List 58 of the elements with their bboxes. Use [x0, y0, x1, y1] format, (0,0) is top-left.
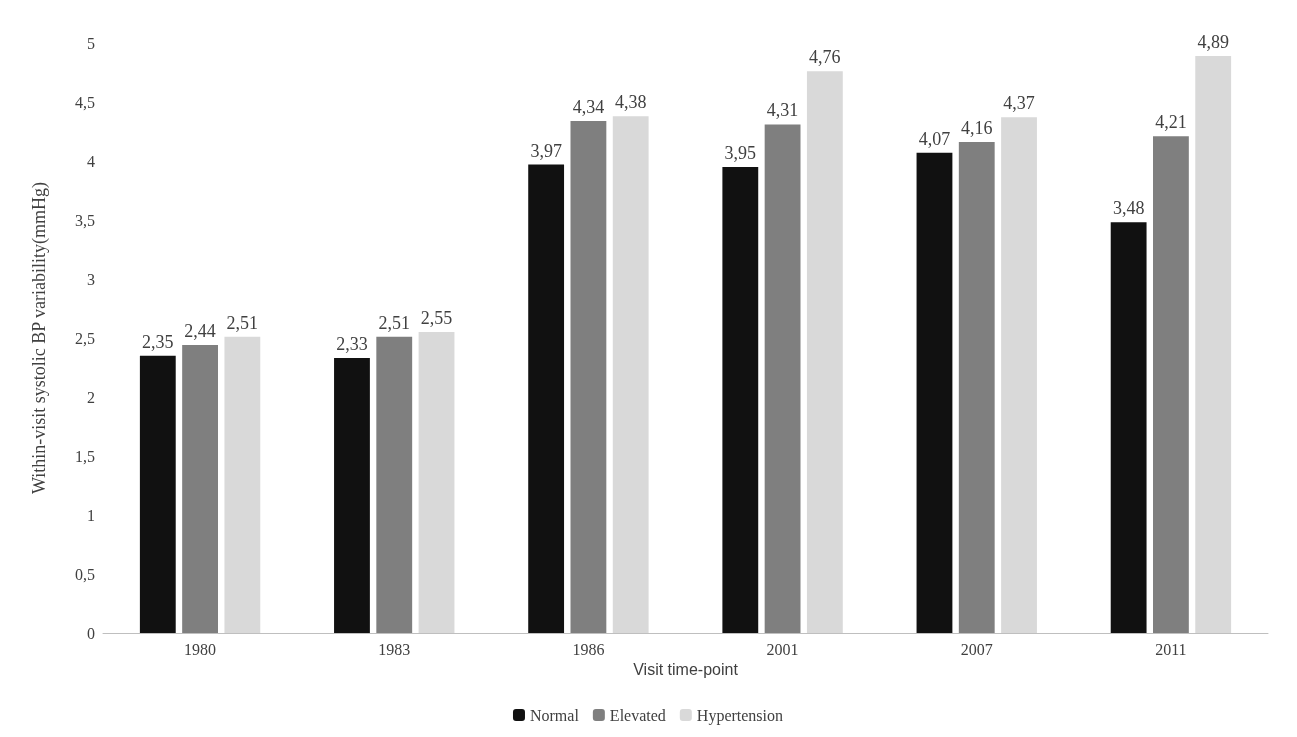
y-tick-label: 0 — [87, 624, 95, 642]
bar — [916, 152, 953, 633]
data-label: 4,38 — [614, 92, 647, 113]
bar — [806, 71, 843, 633]
y-tick-label: 2 — [87, 388, 95, 406]
bar — [612, 116, 649, 633]
legend-label: Normal — [529, 706, 580, 724]
bar — [418, 332, 455, 633]
bar — [958, 142, 995, 633]
data-label: 3,48 — [1112, 198, 1145, 219]
data-label: 4,34 — [572, 96, 605, 117]
y-tick-label: 4,5 — [75, 93, 95, 111]
data-label: 2,44 — [184, 321, 216, 342]
data-label: 2,51 — [378, 312, 410, 333]
y-tick-label: 1 — [87, 506, 95, 524]
data-label: 4,89 — [1197, 31, 1229, 52]
x-axis-title: Visit time-point — [633, 661, 739, 679]
data-label: 4,31 — [766, 100, 799, 121]
x-tick-label: 1980 — [184, 640, 217, 658]
data-label: 2,55 — [420, 308, 453, 329]
bar — [722, 166, 759, 633]
bar — [139, 355, 176, 633]
y-tick-label: 5 — [87, 34, 95, 52]
data-label: 4,07 — [918, 128, 951, 149]
bar — [528, 164, 565, 633]
data-label: 4,76 — [809, 47, 841, 68]
data-label: 4,21 — [1155, 112, 1187, 133]
data-label: 4,37 — [1003, 93, 1035, 114]
bar — [570, 120, 607, 633]
bar — [1001, 117, 1037, 633]
bar — [764, 124, 801, 633]
data-label: 2,33 — [336, 334, 368, 355]
bar — [224, 336, 261, 633]
bar — [1110, 222, 1147, 633]
x-tick-label: 2007 — [960, 640, 993, 658]
legend-label: Elevated — [609, 706, 666, 724]
y-tick-label: 1,5 — [75, 447, 95, 465]
bar — [1153, 136, 1189, 633]
bar — [376, 336, 413, 633]
bar — [182, 345, 218, 633]
data-label: 2,51 — [226, 312, 259, 333]
y-tick-label: 4 — [87, 152, 95, 170]
bar — [1195, 55, 1232, 633]
legend-label: Hypertension — [696, 706, 784, 725]
data-label: 2,35 — [142, 331, 174, 352]
x-tick-label: 1983 — [378, 640, 411, 658]
y-tick-label: 0,5 — [75, 565, 95, 583]
data-label: 4,16 — [961, 118, 993, 139]
y-axis-title: Within-visit systolic BP variability(mmHg) — [29, 181, 50, 495]
y-tick-label: 3 — [87, 270, 95, 288]
x-tick-label: 2001 — [766, 640, 799, 658]
data-label: 3,95 — [724, 142, 757, 163]
data-label: 3,97 — [530, 140, 562, 161]
y-tick-label: 3,5 — [75, 211, 95, 229]
bar — [334, 358, 370, 633]
y-tick-label: 2,5 — [75, 329, 95, 347]
x-tick-label: 1986 — [572, 640, 605, 658]
x-tick-label: 2011 — [1155, 640, 1187, 658]
